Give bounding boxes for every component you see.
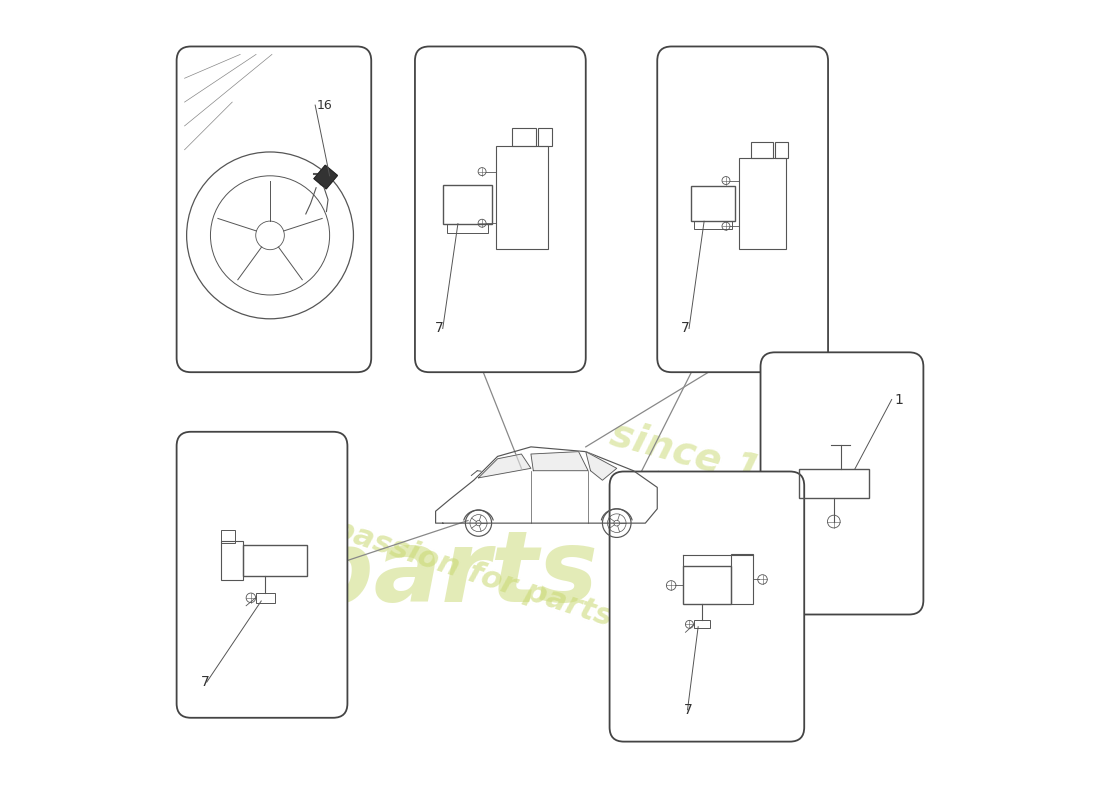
Bar [255,593,275,602]
Bar [730,554,754,605]
Bar [739,158,786,249]
Bar [447,224,488,233]
Bar [443,186,493,224]
Bar [694,222,732,229]
FancyBboxPatch shape [177,432,348,718]
FancyBboxPatch shape [609,471,804,742]
Bar [243,546,307,575]
Text: a passion for parts since 1985: a passion for parts since 1985 [298,505,802,693]
Bar [694,620,711,628]
Text: roparts: roparts [185,526,598,623]
Bar [221,530,235,543]
Polygon shape [314,166,338,189]
Text: 7: 7 [683,703,692,717]
Text: 7: 7 [681,322,690,335]
Bar [538,128,552,146]
Text: since 1985: since 1985 [606,414,844,512]
Bar [496,146,548,249]
Text: 16: 16 [317,98,332,112]
Bar [776,142,788,158]
Text: 1: 1 [894,393,903,406]
FancyBboxPatch shape [658,46,828,372]
Polygon shape [586,452,617,480]
Polygon shape [531,452,588,470]
Bar [691,186,735,222]
Text: 7: 7 [200,675,209,689]
Bar [512,128,536,146]
FancyBboxPatch shape [760,352,923,614]
FancyBboxPatch shape [415,46,586,372]
Bar [683,566,730,605]
Bar [221,542,243,579]
Text: 7: 7 [434,322,443,335]
Bar [799,469,869,498]
Bar [750,142,773,158]
FancyBboxPatch shape [177,46,372,372]
Text: eu: eu [185,415,323,512]
Polygon shape [478,454,531,478]
